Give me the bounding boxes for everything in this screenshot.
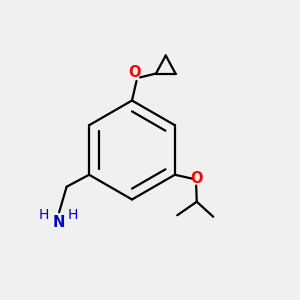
- Text: O: O: [190, 171, 203, 186]
- Text: N: N: [53, 215, 65, 230]
- Text: H: H: [68, 208, 78, 222]
- Text: H: H: [39, 208, 49, 222]
- Text: O: O: [128, 65, 140, 80]
